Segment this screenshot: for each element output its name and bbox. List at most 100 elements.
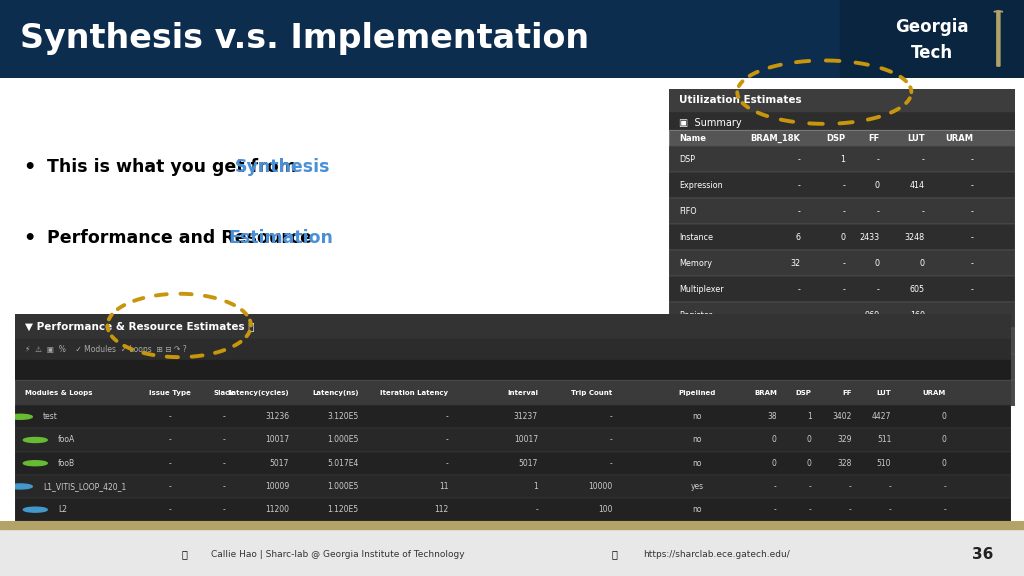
Text: 0: 0 <box>874 181 880 190</box>
Text: 🏠: 🏠 <box>611 549 617 559</box>
Circle shape <box>24 461 47 466</box>
Text: 414: 414 <box>909 181 925 190</box>
Text: 1: 1 <box>840 155 845 164</box>
Text: -: - <box>971 259 973 268</box>
Text: 11: 11 <box>439 482 449 491</box>
Bar <box>15 380 1011 405</box>
Text: 0: 0 <box>772 458 777 468</box>
Text: -: - <box>168 435 171 445</box>
Text: -: - <box>877 285 880 294</box>
Text: ▼ Performance & Resource Estimates ⓘ: ▼ Performance & Resource Estimates ⓘ <box>26 321 255 331</box>
Text: LUT: LUT <box>907 134 925 143</box>
Bar <box>669 224 1015 250</box>
Text: Latency(ns): Latency(ns) <box>312 390 358 396</box>
Text: •: • <box>24 158 36 176</box>
Text: -: - <box>971 285 973 294</box>
Text: 5017: 5017 <box>269 458 289 468</box>
Text: 10017: 10017 <box>265 435 289 445</box>
Text: 8000: 8000 <box>905 363 925 372</box>
Text: no: no <box>692 412 701 421</box>
Text: 511: 511 <box>877 435 891 445</box>
Text: -: - <box>922 207 925 216</box>
Text: ⚡  ⚠  ▣  %    ✓ Modules  ✓ Loops  ⊞ ⊟ ↷ ?: ⚡ ⚠ ▣ % ✓ Modules ✓ Loops ⊞ ⊟ ↷ ? <box>26 344 187 354</box>
Text: 3.120E5: 3.120E5 <box>328 412 358 421</box>
Text: -: - <box>809 482 812 491</box>
Bar <box>669 89 1015 112</box>
Text: no: no <box>692 505 701 514</box>
Bar <box>669 250 1015 276</box>
Text: FF: FF <box>868 134 880 143</box>
Text: -: - <box>168 482 171 491</box>
Text: Name: Name <box>679 134 707 143</box>
Bar <box>15 339 1011 359</box>
Text: 0: 0 <box>941 435 946 445</box>
Circle shape <box>24 438 47 442</box>
Bar <box>669 380 1015 406</box>
Text: fooA: fooA <box>58 435 76 445</box>
Text: 0: 0 <box>969 363 973 372</box>
Text: 100: 100 <box>598 505 612 514</box>
Text: 969: 969 <box>864 310 880 320</box>
Text: 0: 0 <box>807 458 812 468</box>
Text: Synthesis: Synthesis <box>236 158 331 176</box>
Text: 0: 0 <box>969 389 973 397</box>
Text: -: - <box>168 505 171 514</box>
Bar <box>15 475 1011 498</box>
Bar <box>669 198 1015 224</box>
Text: L1_VITIS_LOOP_420_1: L1_VITIS_LOOP_420_1 <box>43 482 127 491</box>
Text: LUT: LUT <box>877 390 891 396</box>
Text: -: - <box>445 458 449 468</box>
Bar <box>15 429 1011 452</box>
Text: Tech: Tech <box>910 44 953 62</box>
Text: 1.000E5: 1.000E5 <box>328 482 358 491</box>
Text: Utilization (%): Utilization (%) <box>679 389 736 397</box>
Text: Interval: Interval <box>507 390 538 396</box>
Text: -: - <box>889 482 891 491</box>
Bar <box>669 172 1015 198</box>
Text: 10000: 10000 <box>589 482 612 491</box>
Text: 0: 0 <box>920 259 925 268</box>
Text: 605: 605 <box>909 285 925 294</box>
Text: 40: 40 <box>791 363 800 372</box>
Text: https://sharclab.ece.gatech.edu/: https://sharclab.ece.gatech.edu/ <box>643 550 791 559</box>
Text: -: - <box>971 155 973 164</box>
Text: no: no <box>692 435 701 445</box>
Text: Total: Total <box>679 336 697 346</box>
Text: 3402: 3402 <box>860 336 880 346</box>
Bar <box>15 452 1011 475</box>
Text: -: - <box>809 505 812 514</box>
Text: 36: 36 <box>973 547 993 562</box>
Text: 0: 0 <box>840 233 845 242</box>
Text: 160: 160 <box>909 310 925 320</box>
FancyArrow shape <box>993 10 1002 66</box>
Text: 2433: 2433 <box>860 233 880 242</box>
Bar <box>669 276 1015 302</box>
Text: -: - <box>610 435 612 445</box>
Bar <box>669 354 1015 380</box>
Text: Estimation: Estimation <box>228 229 333 248</box>
Text: 6: 6 <box>796 233 800 242</box>
Text: -: - <box>843 285 845 294</box>
Text: 0: 0 <box>807 435 812 445</box>
Text: 31237: 31237 <box>514 412 538 421</box>
Circle shape <box>8 414 33 419</box>
Text: -: - <box>889 505 891 514</box>
Text: Pipelined: Pipelined <box>679 390 716 396</box>
Text: 5.017E4: 5.017E4 <box>328 458 358 468</box>
Text: L2: L2 <box>58 505 68 514</box>
Text: Memory: Memory <box>679 259 712 268</box>
Bar <box>840 0 1024 78</box>
Text: -: - <box>798 181 800 190</box>
Bar <box>669 354 1015 380</box>
Bar <box>669 250 1015 276</box>
Text: 112: 112 <box>434 505 449 514</box>
Text: -: - <box>843 259 845 268</box>
Bar <box>669 172 1015 198</box>
Bar <box>15 405 1011 429</box>
Text: 32: 32 <box>791 259 800 268</box>
Text: Synthesis v.s. Implementation: Synthesis v.s. Implementation <box>20 22 590 55</box>
Text: -: - <box>223 482 225 491</box>
Bar <box>669 146 1015 172</box>
Bar <box>669 328 1015 354</box>
Text: 11200: 11200 <box>265 505 289 514</box>
